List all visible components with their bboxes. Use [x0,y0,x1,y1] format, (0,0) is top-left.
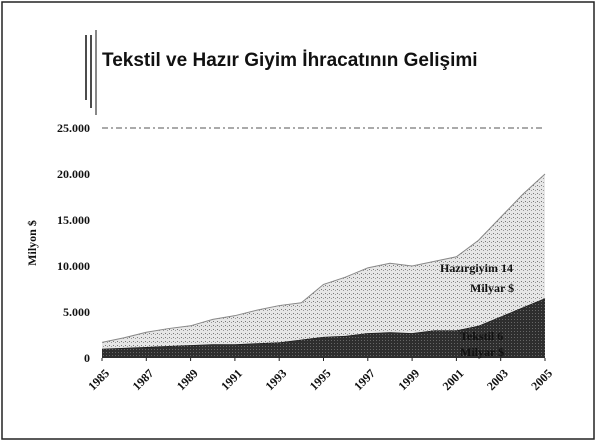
x-tick-label: 1993 [262,366,289,393]
y-tick-label: 10.000 [57,259,90,273]
annotation: Milyar $ [460,345,504,359]
x-tick-label: 1987 [130,366,157,393]
y-tick-label: 25.000 [57,121,90,135]
annotation: Tekstil 6 [460,329,503,343]
y-tick-label: 0 [84,351,90,365]
x-tick-label: 2005 [528,366,555,393]
y-tick-label: 20.000 [57,167,90,181]
y-tick-label: 15.000 [57,213,90,227]
x-tick-label: 1997 [351,366,378,393]
y-tick-label: 5.000 [63,305,90,319]
x-tick-label: 2003 [484,366,511,393]
chart-title: Tekstil ve Hazır Giyim İhracatının Geliş… [102,50,478,71]
area-fill [102,174,545,349]
x-tick-label: 1985 [85,366,112,393]
x-tick-label: 1999 [395,366,422,393]
y-axis-label: Milyon $ [25,220,39,266]
area-edge [101,173,546,343]
x-tick-label: 2001 [440,366,467,393]
area-fill [102,298,545,358]
annotation: Hazırgiyim 14 [440,261,513,275]
annotation: Milyar $ [470,281,514,295]
x-tick-label: 1991 [218,366,245,393]
x-tick-label: 1995 [307,366,334,393]
x-tick-label: 1989 [174,366,201,393]
